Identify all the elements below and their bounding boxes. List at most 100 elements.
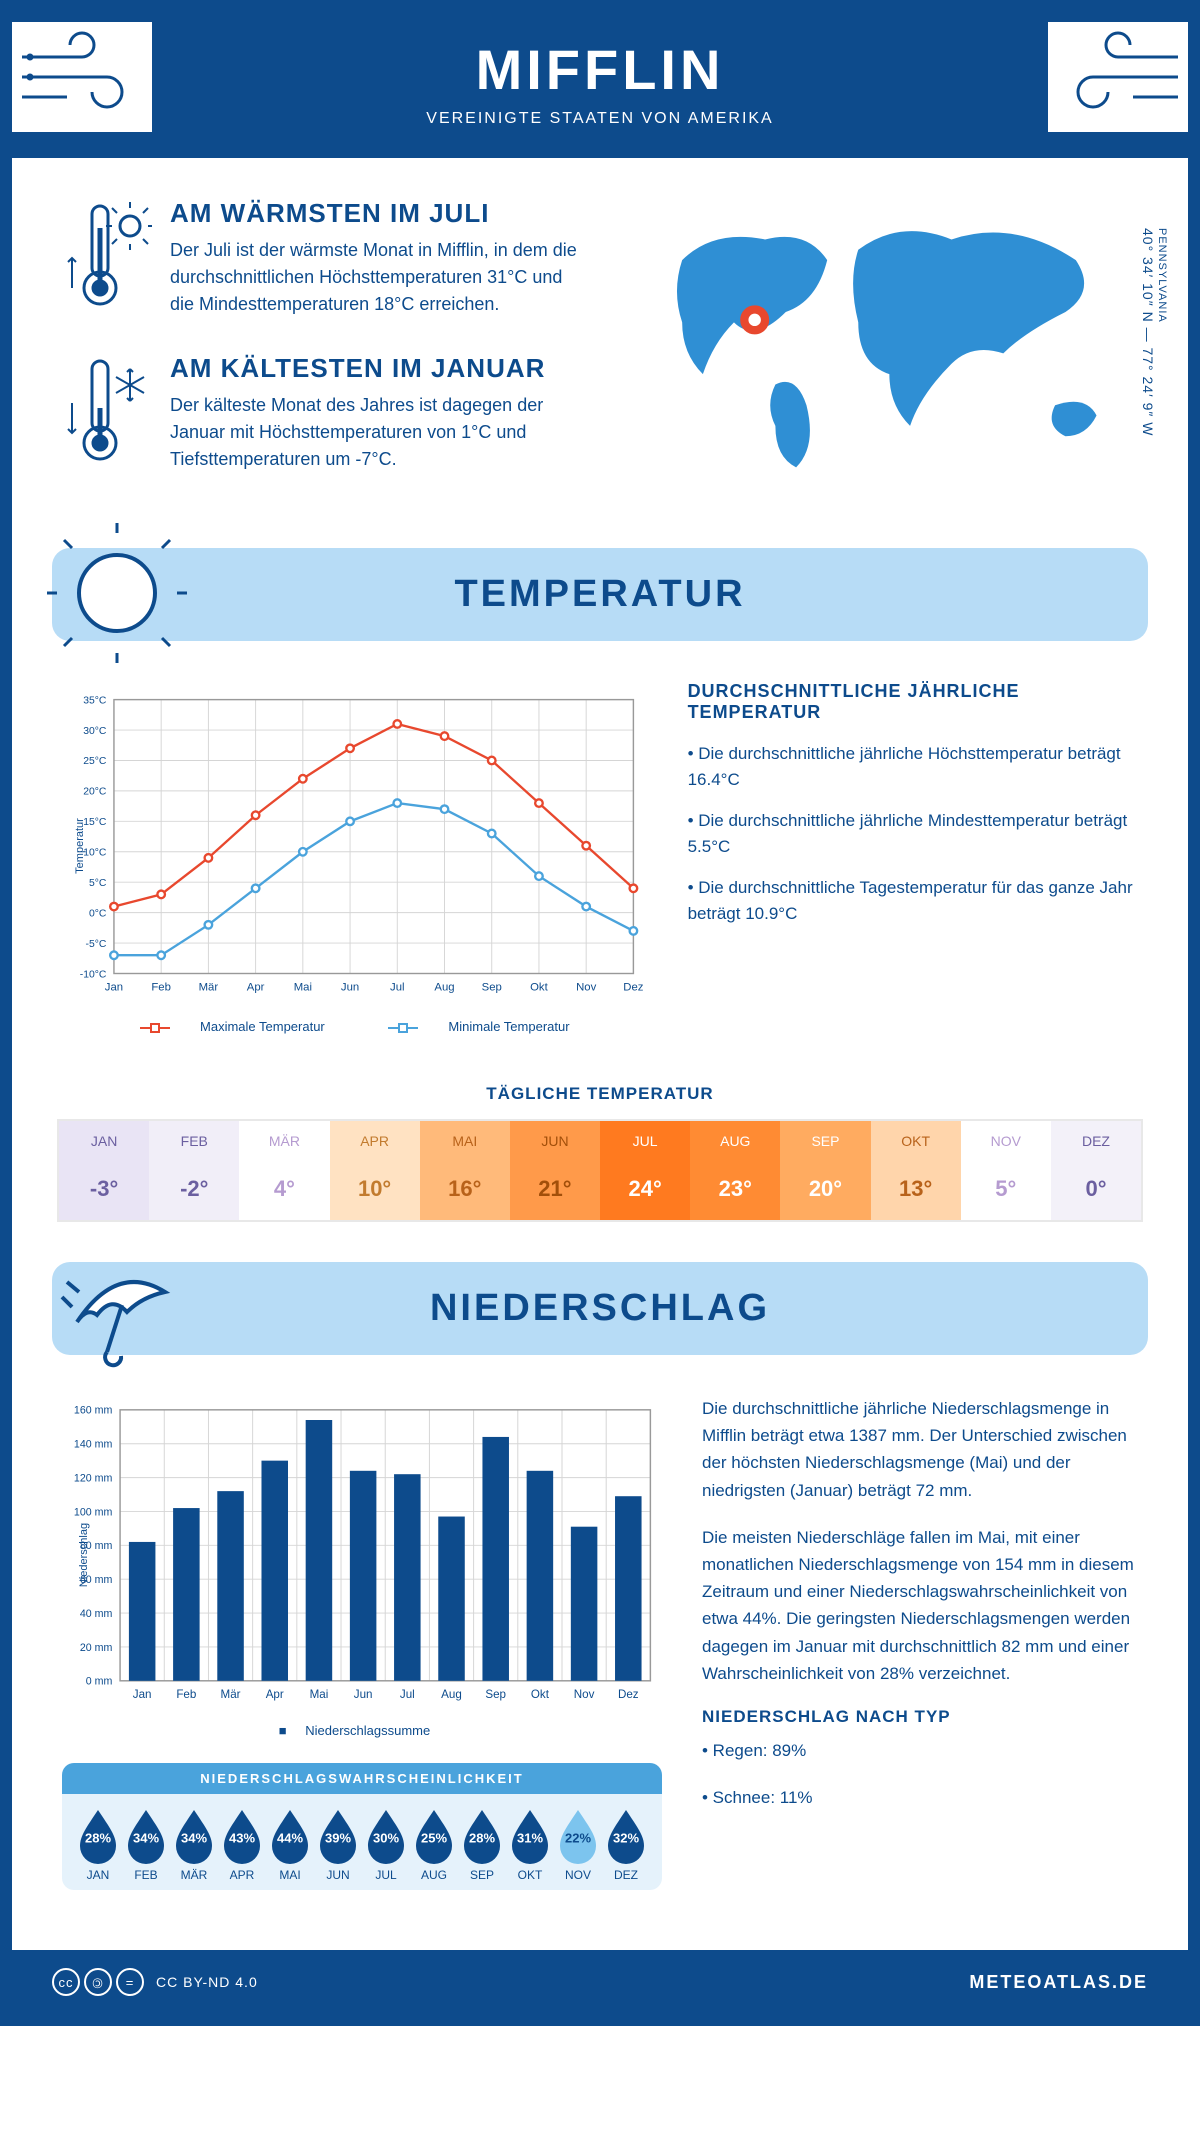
prob-drop: 32%DEZ [602, 1806, 650, 1882]
svg-text:140 mm: 140 mm [74, 1439, 113, 1451]
daily-cell: FEB-2° [149, 1121, 239, 1220]
precipitation-bar-chart: Niederschlag 0 mm20 mm40 mm60 mm80 mm100… [62, 1395, 662, 1715]
temp-info-title: DURCHSCHNITTLICHE JÄHRLICHE TEMPERATUR [688, 681, 1138, 723]
prob-drop: 43%APR [218, 1806, 266, 1882]
svg-text:0 mm: 0 mm [86, 1676, 113, 1688]
temp-info-p2: • Die durchschnittliche jährliche Mindes… [688, 808, 1138, 859]
temp-info-p3: • Die durchschnittliche Tagestemperatur … [688, 875, 1138, 926]
thermometer-cold-icon [62, 353, 152, 478]
precip-type1: • Regen: 89% [702, 1737, 1138, 1764]
svg-text:Okt: Okt [530, 982, 548, 994]
svg-text:35°C: 35°C [83, 695, 107, 706]
precip-p2: Die meisten Niederschläge fallen im Mai,… [702, 1524, 1138, 1687]
svg-text:Aug: Aug [434, 982, 454, 994]
svg-text:160 mm: 160 mm [74, 1405, 113, 1417]
chart-legend: Maximale Temperatur Minimale Temperatur [62, 1019, 648, 1034]
svg-text:100 mm: 100 mm [74, 1506, 113, 1518]
cc-icons: cc 🄯 = [52, 1968, 144, 1996]
sun-icon [47, 523, 187, 663]
daily-cell: MÄR4° [239, 1121, 329, 1220]
prob-drop: 44%MAI [266, 1806, 314, 1882]
precip-type2: • Schnee: 11% [702, 1784, 1138, 1811]
daily-cell: JAN-3° [59, 1121, 149, 1220]
precip-p1: Die durchschnittliche jährliche Niedersc… [702, 1395, 1138, 1504]
prob-drop: 28%JAN [74, 1806, 122, 1882]
prob-drop: 30%JUL [362, 1806, 410, 1882]
svg-text:Jul: Jul [400, 1688, 415, 1701]
svg-text:25°C: 25°C [83, 756, 107, 767]
svg-text:Nov: Nov [576, 982, 596, 994]
svg-text:-5°C: -5°C [86, 939, 107, 950]
daily-temp-title: TÄGLICHE TEMPERATUR [12, 1084, 1188, 1104]
daily-cell: NOV5° [961, 1121, 1051, 1220]
daily-cell: APR10° [330, 1121, 420, 1220]
svg-text:-10°C: -10°C [80, 969, 107, 980]
svg-text:Dez: Dez [618, 1688, 639, 1701]
svg-text:30°C: 30°C [83, 726, 107, 737]
section-title: TEMPERATUR [72, 573, 1128, 616]
header-banner: MIFFLIN VEREINIGTE STAATEN VON AMERIKA [12, 12, 1188, 158]
svg-text:Apr: Apr [247, 982, 265, 994]
svg-text:Jun: Jun [354, 1688, 373, 1701]
svg-text:Mär: Mär [199, 982, 219, 994]
daily-cell: MAI16° [420, 1121, 510, 1220]
coldest-text: Der kälteste Monat des Jahres ist dagege… [170, 392, 580, 473]
site-name: METEOATLAS.DE [969, 1972, 1148, 1993]
nd-icon: = [116, 1968, 144, 1996]
temp-info-p1: • Die durchschnittliche jährliche Höchst… [688, 741, 1138, 792]
precip-type-title: NIEDERSCHLAG NACH TYP [702, 1707, 1138, 1727]
cc-icon: cc [52, 1968, 80, 1996]
wind-icon [1048, 22, 1188, 132]
svg-text:Aug: Aug [441, 1688, 462, 1701]
coldest-title: AM KÄLTESTEN IM JANUAR [170, 353, 580, 384]
world-map [620, 198, 1138, 458]
prob-drop: 39%JUN [314, 1806, 362, 1882]
prob-drop: 34%FEB [122, 1806, 170, 1882]
warmest-text: Der Juli ist der wärmste Monat in Miffli… [170, 237, 580, 318]
page-title: MIFFLIN [32, 37, 1168, 102]
svg-text:Jan: Jan [133, 1688, 152, 1701]
temperature-line-chart: Temperatur -10°C-5°C0°C5°C10°C15°C20°C25… [62, 681, 648, 1011]
license-text: CC BY-ND 4.0 [156, 1974, 258, 1990]
section-title: NIEDERSCHLAG [72, 1287, 1128, 1330]
svg-text:120 mm: 120 mm [74, 1472, 113, 1484]
svg-text:15°C: 15°C [83, 817, 107, 828]
prob-drop: 22%NOV [554, 1806, 602, 1882]
footer: cc 🄯 = CC BY-ND 4.0 METEOATLAS.DE [12, 1950, 1188, 2014]
svg-text:40 mm: 40 mm [80, 1608, 113, 1620]
svg-text:Feb: Feb [176, 1688, 196, 1701]
svg-text:Sep: Sep [482, 982, 502, 994]
coordinates: PENNSYLVANIA 40° 34′ 10″ N — 77° 24′ 9″ … [1140, 228, 1168, 436]
daily-cell: JUL24° [600, 1121, 690, 1220]
svg-text:Jun: Jun [341, 982, 359, 994]
prob-drop: 31%OKT [506, 1806, 554, 1882]
svg-text:Apr: Apr [266, 1688, 284, 1701]
svg-text:Okt: Okt [531, 1688, 550, 1701]
prob-drop: 25%AUG [410, 1806, 458, 1882]
thermometer-hot-icon [62, 198, 152, 323]
daily-temp-grid: JAN-3°FEB-2°MÄR4°APR10°MAI16°JUN21°JUL24… [57, 1119, 1143, 1222]
bar-legend: ■ Niederschlagssumme [62, 1723, 662, 1738]
precipitation-banner: NIEDERSCHLAG [52, 1262, 1148, 1355]
daily-cell: AUG23° [690, 1121, 780, 1220]
daily-cell: OKT13° [871, 1121, 961, 1220]
svg-text:Nov: Nov [574, 1688, 595, 1701]
probability-panel: NIEDERSCHLAGSWAHRSCHEINLICHKEIT 28%JAN34… [62, 1763, 662, 1890]
prob-drop: 34%MÄR [170, 1806, 218, 1882]
svg-text:5°C: 5°C [89, 878, 107, 889]
prob-title: NIEDERSCHLAGSWAHRSCHEINLICHKEIT [62, 1763, 662, 1794]
warmest-fact: AM WÄRMSTEN IM JULI Der Juli ist der wär… [62, 198, 580, 323]
svg-text:Mai: Mai [294, 982, 312, 994]
svg-text:20°C: 20°C [83, 787, 107, 798]
coldest-fact: AM KÄLTESTEN IM JANUAR Der kälteste Mona… [62, 353, 580, 478]
svg-text:Jan: Jan [105, 982, 123, 994]
daily-cell: SEP20° [780, 1121, 870, 1220]
daily-cell: JUN21° [510, 1121, 600, 1220]
prob-drop: 28%SEP [458, 1806, 506, 1882]
warmest-title: AM WÄRMSTEN IM JULI [170, 198, 580, 229]
svg-text:Jul: Jul [390, 982, 404, 994]
svg-text:Feb: Feb [151, 982, 171, 994]
temperature-banner: TEMPERATUR [52, 548, 1148, 641]
svg-text:Mär: Mär [221, 1688, 241, 1701]
svg-text:10°C: 10°C [83, 848, 107, 859]
